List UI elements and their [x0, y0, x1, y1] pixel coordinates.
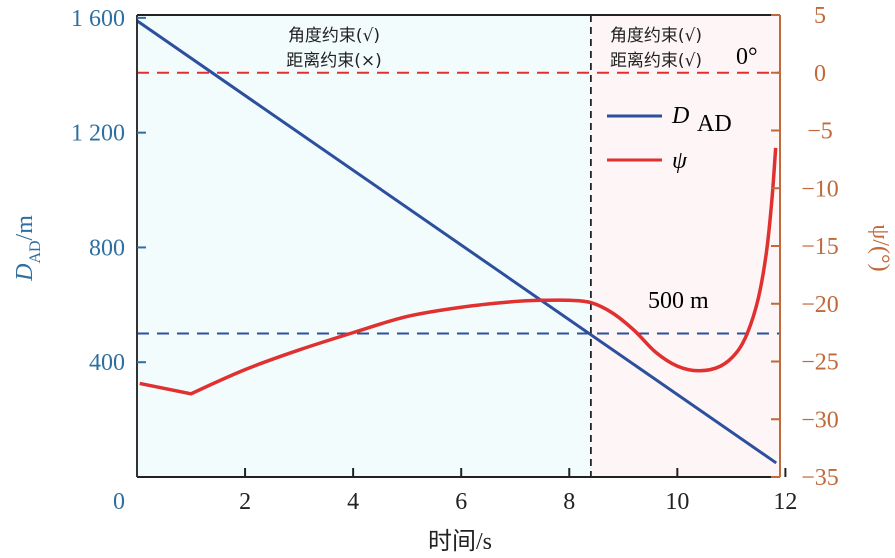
legend: D AD ψ — [607, 103, 732, 174]
right-y-tick-label: −20 — [801, 292, 839, 318]
right-y-tick-label: −15 — [801, 234, 839, 260]
legend-label-dad: D — [671, 103, 689, 129]
zero-degree-label: 0° — [736, 44, 758, 70]
x-tick-label: 4 — [347, 489, 359, 515]
right-y-tick-label: 0 — [814, 61, 826, 87]
left-y-tick-label: 400 — [89, 350, 125, 376]
series-psi-line — [139, 147, 778, 396]
left-y-tick-label: 800 — [89, 235, 125, 261]
left-y-label-main: D — [12, 264, 38, 282]
right-y-label: ψ/(°) — [867, 224, 893, 271]
right-y-tick-label: −30 — [801, 407, 839, 433]
left-y-tick-label: 0 — [113, 489, 125, 515]
x-tick-label: 6 — [455, 489, 467, 515]
region1-distance-constraint: 距离约束(×) — [286, 51, 382, 71]
region1-annotation: 角度约束(√) 距离约束(×) — [286, 26, 382, 71]
x-tick-label: 8 — [563, 489, 575, 515]
region2-distance-constraint: 距离约束(√) — [610, 51, 702, 71]
right-y-tick-label: 5 — [814, 3, 826, 29]
500m-label: 500 m — [648, 288, 709, 314]
axes: 2 4 6 8 10 12 0 400 800 1 200 1 600 5 0 −5 −10 −15 −20 −2… — [71, 3, 839, 515]
legend-label-psi: ψ — [672, 148, 688, 174]
region1-angle-constraint: 角度约束(√) — [288, 26, 380, 46]
reference-lines — [137, 15, 780, 477]
legend-label-dad-sub: AD — [697, 111, 732, 137]
left-y-axis-title: DAD/m — [12, 215, 44, 282]
x-axis-label: 时间/s — [428, 528, 492, 555]
left-y-tick-label: 1 600 — [71, 6, 125, 32]
right-y-tick-label: −5 — [807, 119, 833, 145]
left-y-label-unit: /m — [12, 215, 38, 241]
background-regions — [137, 15, 780, 477]
svg-text:DAD/m: DAD/m — [12, 215, 44, 282]
right-y-tick-label: −25 — [801, 350, 839, 376]
x-tick-label: 12 — [773, 489, 797, 515]
region2-background — [590, 15, 780, 477]
region1-background — [137, 15, 591, 477]
right-y-tick-label: −35 — [801, 465, 839, 491]
series-dad-line — [136, 19, 778, 465]
right-y-axis-title: ψ/(°) — [867, 224, 893, 271]
x-tick-label: 2 — [239, 489, 251, 515]
right-y-tick-label: −10 — [801, 176, 839, 202]
region2-annotation: 角度约束(√) 距离约束(√) — [610, 26, 702, 71]
x-axis-title: 时间/s — [428, 528, 492, 555]
left-y-label-sub: AD — [27, 240, 44, 263]
series-lines — [136, 19, 778, 465]
x-tick-label: 10 — [665, 489, 689, 515]
left-y-tick-label: 1 200 — [71, 121, 125, 147]
region2-angle-constraint: 角度约束(√) — [610, 26, 702, 46]
